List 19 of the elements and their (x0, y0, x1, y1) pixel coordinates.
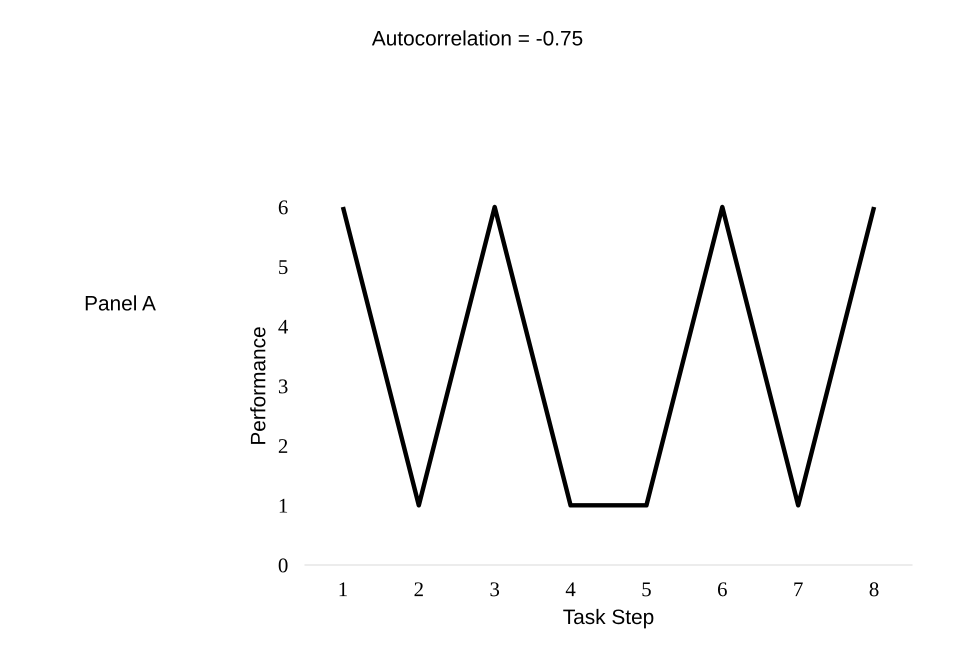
x-tick-label: 5 (642, 582, 651, 596)
x-tick-label: 8 (870, 582, 878, 596)
y-tick-label: 5 (279, 260, 288, 274)
x-axis-title: Task Step (563, 608, 654, 628)
y-tick-label: 0 (278, 558, 288, 572)
y-tick-label: 1 (280, 498, 288, 513)
x-tick-label: 2 (414, 582, 423, 596)
x-tick-label: 4 (566, 582, 576, 596)
x-tick-label: 7 (794, 582, 803, 596)
y-tick-label: 4 (278, 320, 288, 334)
y-tick-label: 6 (278, 200, 288, 214)
text: Panel A (86, 295, 156, 311)
chart-title: Autocorrelation = -0.75 (372, 30, 582, 46)
x-tick-label: 3 (490, 582, 500, 596)
y-tick-label: 2 (278, 439, 288, 453)
x-tick-label: 1 (340, 582, 347, 596)
y-tick-label: 3 (278, 379, 288, 394)
x-tick-label: 6 (718, 582, 727, 596)
y-axis-title: Performance (250, 327, 266, 444)
